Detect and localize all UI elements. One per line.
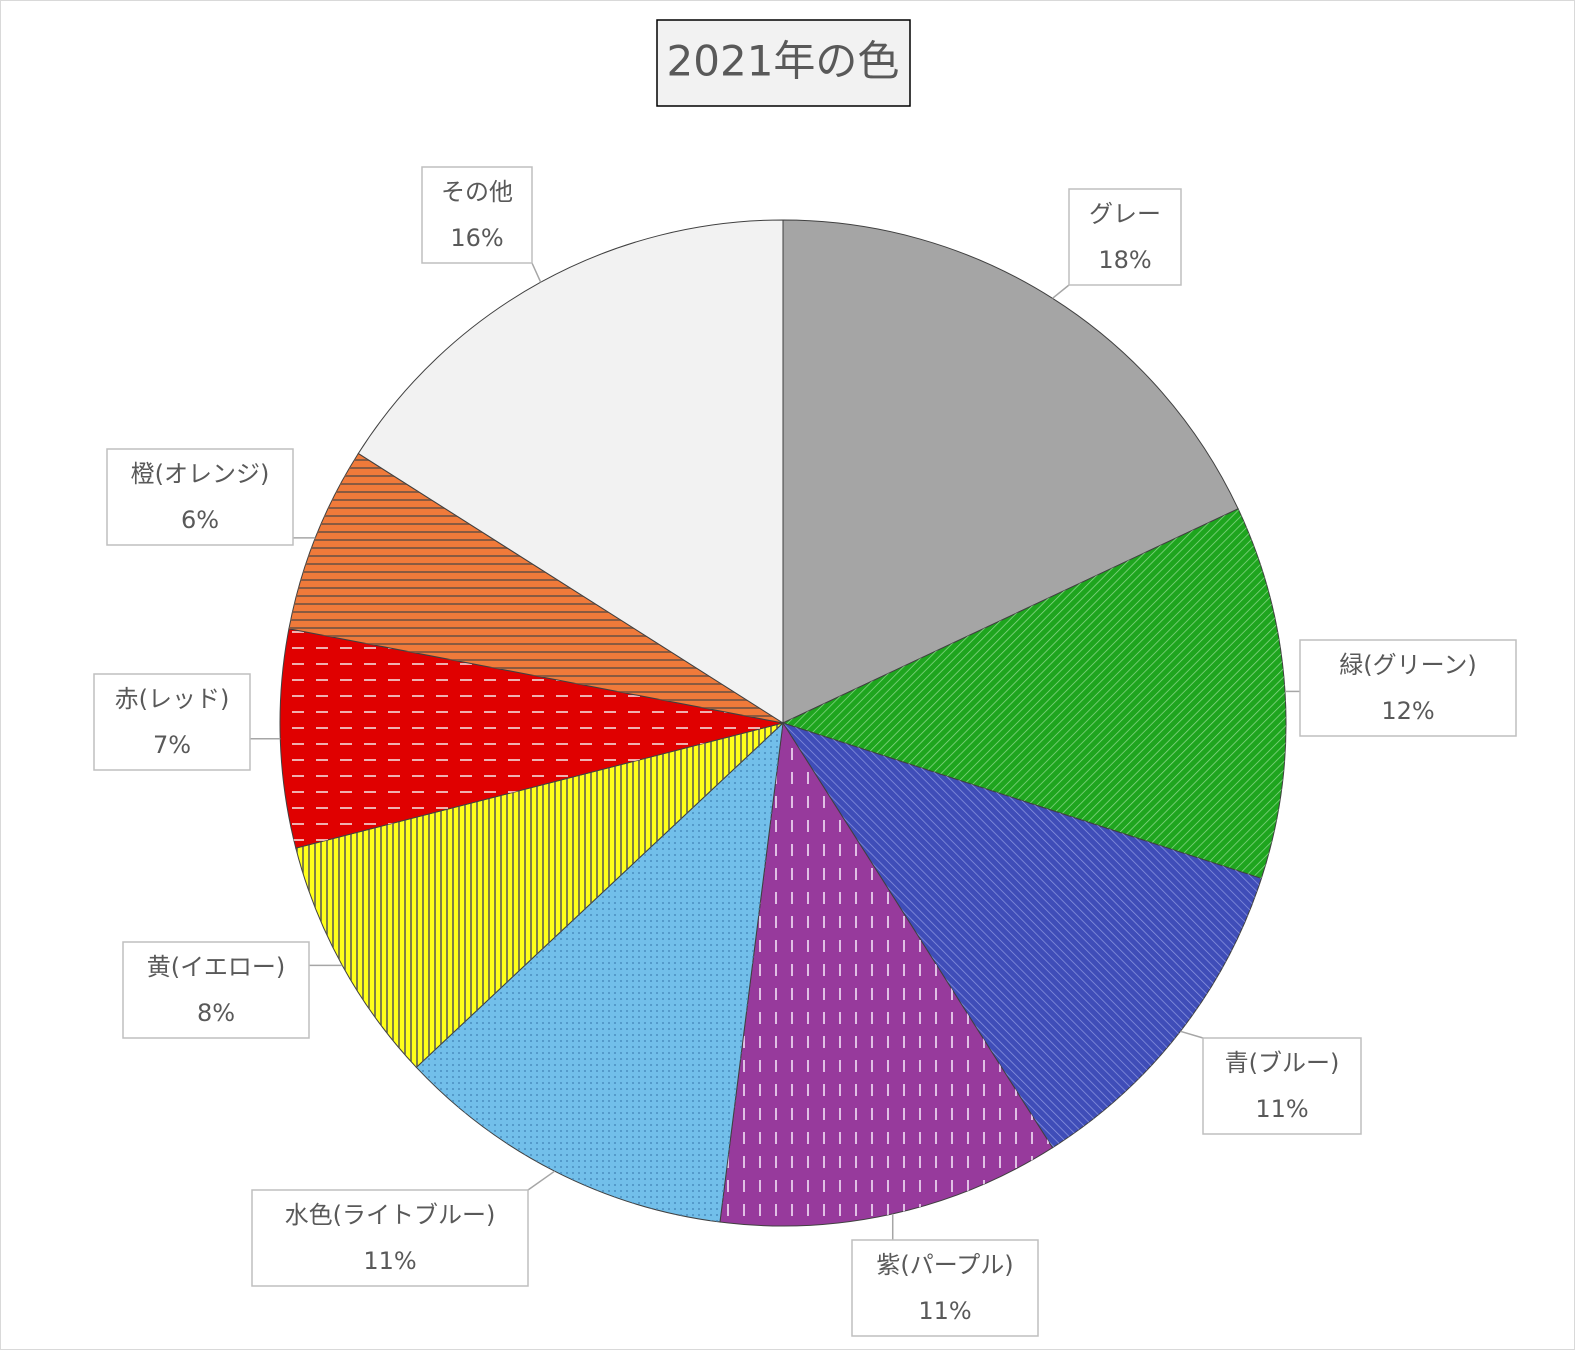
value-label: 11% [363,1247,416,1275]
category-label: 緑(グリーン) [1339,651,1477,679]
label-box [421,166,533,264]
slice-pattern [288,453,783,723]
value-label: 18% [1098,246,1151,274]
slice-pattern [416,723,783,1223]
value-label: 11% [918,1297,971,1325]
category-label: 青(ブルー) [1225,1049,1340,1077]
label-box [251,1189,529,1287]
pie [279,219,1287,1227]
slice-pattern [280,628,783,849]
leader-line [531,262,542,283]
slice-pattern [783,508,1286,879]
value-label: 12% [1381,697,1434,725]
label-box [122,941,310,1039]
category-label: その他 [441,178,513,206]
value-label: 7% [153,731,191,759]
category-label: 黄(イエロー) [147,953,286,981]
value-label: 8% [197,999,235,1027]
slice-pattern [783,723,1262,1148]
value-label: 6% [181,506,219,534]
label-box [1202,1037,1362,1135]
category-label: 紫(パープル) [876,1251,1013,1279]
leader-line [1052,284,1070,299]
category-label: 橙(オレンジ) [131,460,270,488]
label-box [1068,188,1182,286]
slice [782,219,1239,724]
label-box [106,448,294,546]
category-label: 水色(ライトブルー) [285,1201,496,1229]
title-box [656,19,911,107]
leader-line [527,1170,556,1191]
chart-title: 2021年の色 [667,37,900,86]
value-label: 16% [450,224,503,252]
label-box [93,673,251,771]
label-box [1299,639,1517,737]
value-label: 11% [1255,1095,1308,1123]
category-label: グレー [1089,200,1161,228]
category-label: 赤(レッド) [115,685,230,713]
slice-pattern [295,723,783,1068]
label-box [851,1239,1039,1337]
leader-line [1180,1030,1204,1039]
slice-pattern [719,723,1053,1226]
